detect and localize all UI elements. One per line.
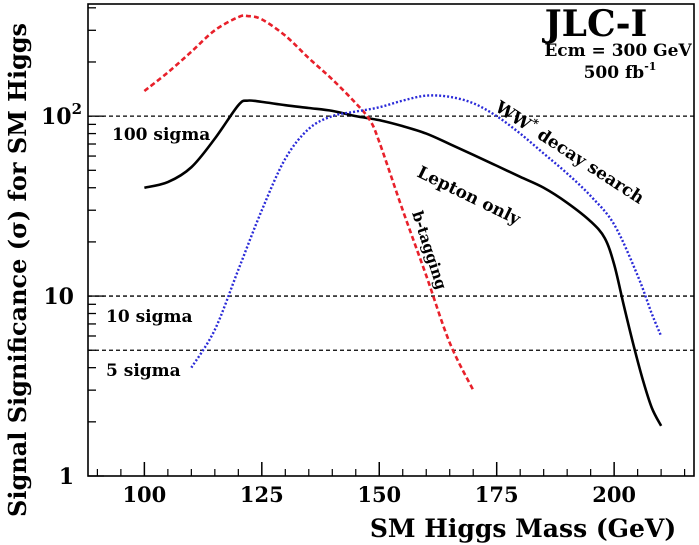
x-tick-label: 175 — [475, 482, 519, 507]
y-axis-title: Signal Significance (σ) for SM Higgs — [3, 23, 32, 517]
x-axis-title: SM Higgs Mass (GeV) — [370, 514, 676, 543]
x-tick-label: 100 — [122, 482, 166, 507]
x-tick-label: 125 — [240, 482, 284, 507]
annotation-lepton-only: Lepton only — [414, 163, 525, 231]
chart-subtitle-ecm: Ecm = 300 GeV — [544, 41, 692, 61]
y-tick-superscript: 2 — [72, 100, 82, 118]
lumi-superscript: -1 — [644, 60, 656, 73]
y-tick-label: 102 — [41, 100, 82, 130]
series-line-ww-decay-search — [190, 94, 663, 369]
chart-title: JLC-I — [542, 3, 648, 45]
series-line-lepton-only — [144, 99, 663, 427]
x-tick-label: 150 — [357, 482, 401, 507]
y-tick-label: 1 — [59, 464, 74, 490]
reference-label-10-sigma: 10 sigma — [106, 307, 193, 327]
x-tick-label: 200 — [592, 482, 636, 507]
series-line-b-tagging — [143, 14, 475, 391]
lumi-value: 500 fb — [584, 63, 645, 83]
plot-frame — [87, 3, 695, 477]
annotation-b-tagging: b-tagging — [408, 209, 450, 292]
y-tick-label: 10 — [43, 284, 74, 310]
annotation-decay-search-text: decay search — [529, 122, 648, 209]
reference-label-100-sigma: 100 sigma — [112, 125, 210, 145]
chart-subtitle-lumi: 500 fb-1 — [584, 60, 657, 83]
reference-label-5-sigma: 5 sigma — [106, 361, 181, 381]
annotation-ww-decay-search: WW* decay search — [490, 94, 649, 208]
annotation-ww-text: WW — [490, 97, 535, 136]
